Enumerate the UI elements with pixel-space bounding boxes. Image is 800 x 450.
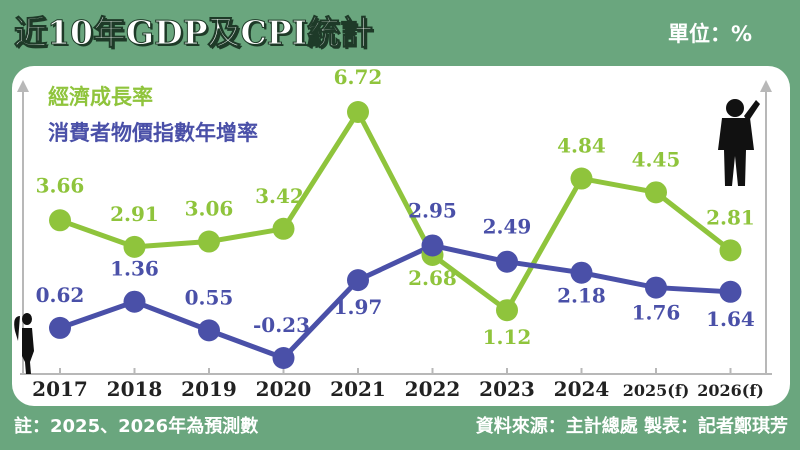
data-label: 6.72 — [334, 66, 383, 89]
data-label: 3.06 — [185, 197, 234, 221]
data-point — [570, 261, 593, 284]
footnote: 註：2025、2026年為預測數 — [14, 416, 259, 437]
data-label: 3.42 — [255, 184, 304, 208]
plot-panel: 3.66 2.91 3.06 3.42 6.72 2.68 1.12 4.84 4.45 2.81… — [12, 66, 790, 406]
data-point — [645, 181, 667, 204]
data-label: 1.64 — [706, 307, 755, 331]
y-axis-left-arrow — [17, 80, 29, 92]
series-points — [49, 101, 742, 369]
data-point — [421, 234, 444, 257]
data-point — [272, 347, 295, 369]
data-point — [645, 276, 667, 299]
data-label: 4.84 — [557, 134, 606, 158]
data-label: 2.49 — [483, 215, 532, 239]
data-point — [347, 269, 369, 292]
chart-title: 近10年GDP及CPI統計 — [13, 13, 374, 53]
x-tick-label: 2020 — [256, 377, 312, 401]
x-tick-label: 2024 — [554, 377, 610, 401]
x-tick-label: 2021 — [330, 377, 386, 401]
legend-gdp: 經濟成長率 — [48, 85, 153, 109]
series-line — [59, 109, 733, 313]
data-label: 1.97 — [334, 295, 383, 319]
data-point — [570, 167, 593, 190]
data-label: -0.23 — [253, 313, 310, 337]
axes — [17, 80, 772, 375]
data-label: 3.66 — [36, 173, 85, 197]
data-point — [198, 230, 220, 253]
unit-label: 單位：% — [667, 22, 752, 46]
data-point — [719, 280, 742, 303]
y-axis-right-arrow — [760, 80, 772, 92]
x-tick-label: 2018 — [107, 377, 163, 401]
data-label: 1.76 — [632, 301, 681, 325]
data-label: 4.45 — [632, 147, 681, 171]
source-credit: 資料來源：主計總處 製表：記者鄭琪芳 — [475, 416, 788, 437]
x-tick-label: 2023 — [479, 377, 535, 401]
series-lines — [59, 109, 733, 361]
data-point — [347, 101, 369, 123]
data-label: 1.36 — [110, 257, 159, 281]
data-label: 1.12 — [483, 325, 532, 349]
series-line — [59, 242, 731, 361]
x-tick-label: 2022 — [405, 377, 461, 401]
data-label: 2.18 — [557, 284, 606, 308]
x-tick-label: 2025(f) — [623, 381, 690, 400]
legend-cpi: 消費者物價指數年增率 — [48, 121, 258, 145]
x-tick-label: 2026(f) — [697, 381, 764, 400]
data-point — [49, 209, 71, 232]
data-label: 0.55 — [185, 285, 234, 309]
x-tick-label: 2019 — [181, 377, 237, 401]
legend: 經濟成長率 消費者物價指數年增率 — [48, 85, 258, 145]
data-point — [496, 299, 518, 322]
x-tick-marks — [59, 368, 732, 374]
data-point — [49, 316, 71, 339]
line-chart: 3.66 2.91 3.06 3.42 6.72 2.68 1.12 4.84 4.45 2.81… — [14, 66, 772, 401]
x-tick-label: 2017 — [32, 377, 88, 401]
data-label: 2.91 — [110, 202, 159, 226]
data-point — [272, 217, 295, 240]
data-labels: 3.66 2.91 3.06 3.42 6.72 2.68 1.12 4.84 4.45 2.81… — [36, 66, 755, 349]
woman-silhouette-icon — [14, 313, 34, 374]
data-label: 2.68 — [408, 266, 457, 290]
data-point — [198, 319, 220, 342]
data-label: 2.81 — [706, 205, 755, 229]
data-point — [496, 250, 518, 273]
data-point — [123, 290, 146, 313]
data-label: 2.95 — [408, 198, 457, 222]
worried-man-silhouette-icon — [718, 99, 760, 186]
x-tick-labels: 2017 2018 2019 2020 2021 2022 2023 2024 2025(f) 2… — [32, 377, 764, 401]
data-point — [123, 235, 146, 258]
data-point — [719, 239, 742, 262]
data-label: 0.62 — [36, 283, 85, 307]
